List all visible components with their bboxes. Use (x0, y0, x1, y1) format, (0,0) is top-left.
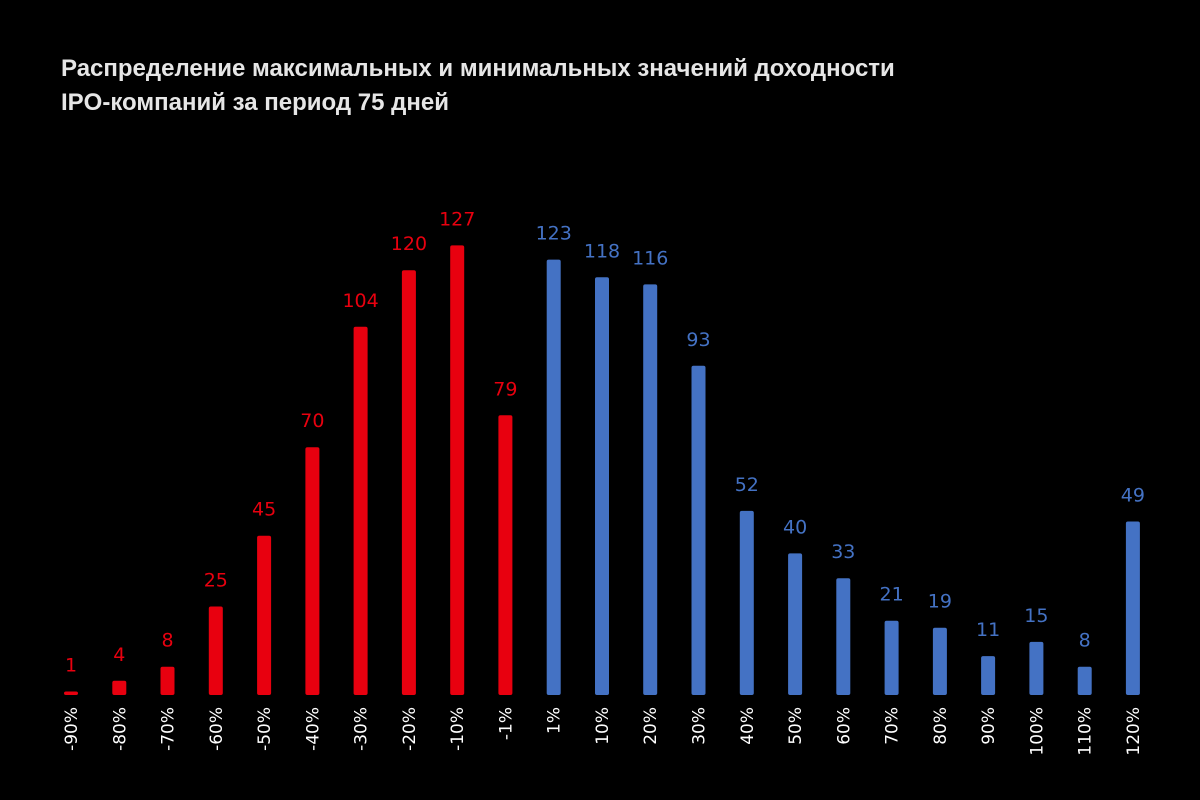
bar-100% (1029, 641, 1044, 695)
x-tick-label--70%: -70% (159, 707, 179, 751)
bar--40% (305, 447, 320, 695)
x-tick-label-20%: 20% (641, 707, 661, 745)
x-tick-label-90%: 90% (979, 707, 999, 745)
bar-90% (981, 656, 996, 695)
x-tick-label-60%: 60% (834, 707, 854, 745)
value-label-110%: 8 (1079, 630, 1091, 652)
x-tick-label-110%: 110% (1076, 707, 1096, 756)
bar-60% (836, 578, 851, 695)
bar--70% (160, 666, 175, 695)
bar--90% (64, 691, 78, 695)
bar-1% (546, 259, 561, 695)
value-label-80%: 19 (928, 591, 952, 613)
x-tick-label-70%: 70% (883, 707, 903, 745)
bar--80% (112, 680, 127, 695)
x-tick-label-50%: 50% (786, 707, 806, 745)
bars-group (64, 245, 1140, 695)
x-tick-label-120%: 120% (1124, 707, 1144, 756)
x-tick-label--10%: -10% (448, 707, 468, 751)
chart-title: Распределение максимальных и минимальных… (61, 52, 1061, 120)
x-tick-label-100%: 100% (1027, 707, 1047, 756)
value-label-1%: 123 (536, 223, 572, 245)
value-label--90%: 1 (65, 655, 77, 677)
value-label--60%: 25 (204, 570, 228, 592)
bar-20% (643, 284, 658, 695)
bar--50% (257, 535, 272, 695)
x-tick-label--30%: -30% (352, 707, 372, 751)
x-tick-label--60%: -60% (207, 707, 227, 751)
bar--20% (401, 270, 416, 695)
chart-title-line-2: IPO-компаний за период 75 дней (61, 89, 449, 116)
x-tick-label-10%: 10% (593, 707, 613, 745)
bar-80% (932, 627, 947, 695)
bar--60% (208, 606, 223, 695)
chart-title-line-1: Распределение максимальных и минимальных… (61, 55, 895, 82)
value-label-10%: 118 (584, 240, 620, 262)
bar--1% (498, 415, 513, 695)
x-tick-label-40%: 40% (738, 707, 758, 745)
value-label-120%: 49 (1121, 485, 1145, 507)
value-label--1%: 79 (493, 378, 517, 400)
value-label--40%: 70 (300, 410, 324, 432)
value-label-100%: 15 (1024, 605, 1048, 627)
bar-40% (739, 510, 754, 695)
x-tick-label--90%: -90% (62, 707, 82, 751)
value-label-60%: 33 (831, 541, 855, 563)
x-tick-label-1%: 1% (545, 707, 565, 734)
x-tick-label-30%: 30% (690, 707, 710, 745)
value-label--80%: 4 (113, 644, 125, 666)
bar-10% (595, 277, 609, 695)
value-label-50%: 40 (783, 516, 807, 538)
bar-30% (691, 365, 706, 695)
value-label--20%: 120 (391, 233, 427, 255)
value-label--10%: 127 (439, 208, 475, 230)
bar-110% (1077, 666, 1092, 695)
x-tick-label--50%: -50% (255, 707, 275, 751)
bar-70% (884, 620, 899, 695)
x-tick-label--20%: -20% (400, 707, 420, 751)
value-label-90%: 11 (976, 619, 1000, 641)
value-label-40%: 52 (735, 474, 759, 496)
bar--10% (450, 245, 465, 695)
x-tick-label--1%: -1% (496, 707, 516, 740)
x-tick-labels-group: -90% -80% -70% -60% -50% -40% -30% -20% -10% -1% 1… (62, 707, 1144, 756)
value-label-70%: 21 (880, 584, 904, 606)
value-label-30%: 93 (686, 329, 710, 351)
x-tick-label--80%: -80% (110, 707, 130, 751)
x-tick-label-80%: 80% (931, 707, 951, 745)
x-tick-label--40%: -40% (303, 707, 323, 751)
bar--30% (353, 326, 368, 695)
value-label--70%: 8 (161, 630, 173, 652)
value-label-20%: 116 (632, 247, 668, 269)
bar-50% (788, 553, 803, 695)
bar-120% (1125, 521, 1140, 695)
value-label--30%: 104 (342, 290, 378, 312)
value-label--50%: 45 (252, 499, 276, 521)
